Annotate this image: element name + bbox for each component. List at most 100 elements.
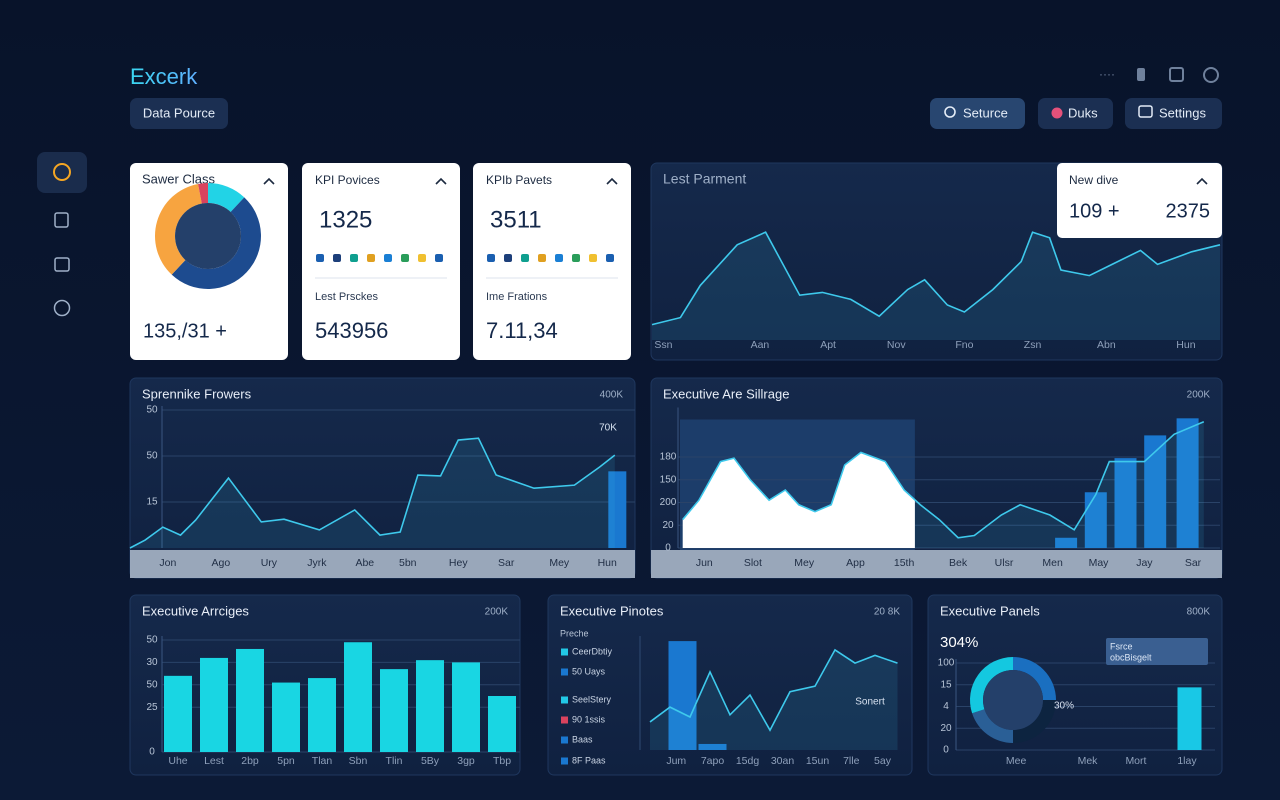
nav-icon: [53, 163, 71, 181]
x-tick-label: 15dg: [736, 755, 760, 767]
bar: [416, 660, 444, 752]
icon[interactable]: [1137, 68, 1145, 81]
x-tick-label: Aan: [751, 339, 770, 351]
x-tick-label: Abe: [355, 557, 374, 569]
x-tick-label: App: [846, 557, 865, 569]
x-tick-label: 7apo: [701, 755, 725, 767]
y-tick-label: 15: [940, 679, 952, 690]
icon[interactable]: [1169, 67, 1184, 82]
overlay-value: 2375: [1166, 200, 1211, 222]
x-tick-label: Tbp: [493, 755, 511, 767]
icon-glyph: [384, 254, 392, 262]
bar: [488, 696, 516, 752]
button[interactable]: [930, 98, 1025, 129]
kpi-subvalue: 543956: [315, 318, 388, 343]
overlay-title: New dive: [1069, 173, 1119, 187]
bar: [1055, 537, 1078, 548]
app-title: Excerk: [130, 64, 198, 89]
chart-corner-label: 800K: [1187, 607, 1211, 618]
button-icon: [944, 106, 956, 118]
bar: [1114, 458, 1137, 548]
y-tick-label: 25: [146, 702, 158, 713]
bar: [1084, 492, 1107, 548]
button-icon: [1138, 105, 1153, 118]
x-tick-label: Ury: [261, 557, 278, 569]
x-tick-label: Mee: [1006, 755, 1027, 767]
chart-corner-label: 200K: [1187, 390, 1211, 401]
x-tick-label: Mey: [794, 557, 815, 569]
nav-active[interactable]: [37, 152, 87, 193]
legend-swatch: [561, 716, 568, 724]
chart-corner-label: 200K: [485, 607, 509, 618]
nav-icon[interactable]: [54, 257, 70, 272]
tooltip-text: obcBisgelt: [1110, 652, 1152, 662]
x-tick-label: Jon: [159, 557, 176, 569]
highlight-area: [682, 452, 915, 548]
x-tick-label: Abn: [1097, 339, 1116, 351]
button-icon: [1051, 107, 1063, 119]
kpi-title: KPI Povices: [315, 173, 380, 187]
bar: [308, 678, 336, 752]
kpi-value: 1325: [319, 206, 372, 233]
nav-icon[interactable]: [53, 299, 71, 317]
x-tick-label: Hun: [598, 557, 617, 569]
x-tick-label: 15th: [894, 557, 915, 569]
button-label: Seturce: [963, 105, 1008, 120]
legend-swatch: [561, 736, 568, 744]
x-tick-label: Sar: [498, 557, 515, 569]
donut-segment: [1013, 700, 1056, 743]
button-label: Duks: [1068, 105, 1098, 120]
menu-dots[interactable]: ····: [1099, 67, 1115, 81]
icon-glyph: [418, 254, 426, 262]
chart-title: Executive Are Sillrage: [663, 386, 789, 401]
line-area: [650, 649, 898, 750]
chart-title: Sawer Class: [142, 171, 215, 186]
button[interactable]: [1038, 98, 1113, 129]
legend-label: 50 Uays: [572, 666, 606, 676]
bar: [1177, 687, 1202, 750]
x-tick-label: Jay: [1136, 557, 1153, 569]
donut-segment: [969, 657, 1013, 714]
bar: [608, 471, 627, 548]
bar: [200, 657, 228, 752]
icon-glyph: [316, 254, 324, 262]
x-tick-label: Men: [1042, 557, 1063, 569]
chart-title: Lest Parment: [663, 171, 746, 187]
bar: [272, 682, 300, 752]
kpi-card: [302, 163, 460, 360]
x-tick-label: Sbn: [349, 755, 368, 767]
y-tick-label: 50: [146, 679, 158, 690]
line: [682, 420, 1205, 539]
x-tick-label: 3gp: [457, 755, 475, 767]
donut-segment: [1013, 657, 1056, 700]
chart-panel: [547, 594, 913, 776]
x-tick-label: Apt: [820, 339, 836, 351]
button-label: Settings: [1159, 105, 1206, 120]
x-tick-label: 5bn: [399, 557, 417, 569]
collapse-icon: [1196, 177, 1208, 185]
data-source-button[interactable]: [130, 98, 228, 129]
y-tick-label: 100: [938, 658, 955, 669]
y-tick-label: 0: [943, 745, 949, 756]
icon-glyph: [521, 254, 529, 262]
bar: [698, 743, 727, 750]
line-area: [130, 438, 615, 548]
kpi-subvalue: 7.11,34: [486, 318, 558, 343]
y-tick-label: 20: [940, 723, 952, 734]
x-tick-label: Fno: [955, 339, 973, 351]
icon-glyph: [350, 254, 358, 262]
x-tick-label: Zsn: [1024, 339, 1042, 351]
kpi-card: [473, 163, 631, 360]
tooltip: [1106, 638, 1208, 665]
x-tick-label: 30an: [771, 755, 795, 767]
x-tick-label: Mort: [1125, 755, 1146, 767]
line: [651, 231, 1221, 326]
line-area: [652, 232, 1220, 340]
x-axis-strip: [130, 550, 635, 578]
annotation: 30%: [1054, 701, 1074, 712]
legend-label: CeerDbtiy: [572, 646, 613, 656]
line: [649, 648, 898, 732]
bar: [164, 675, 192, 752]
icon[interactable]: [1203, 67, 1219, 83]
nav-icon[interactable]: [54, 212, 69, 228]
